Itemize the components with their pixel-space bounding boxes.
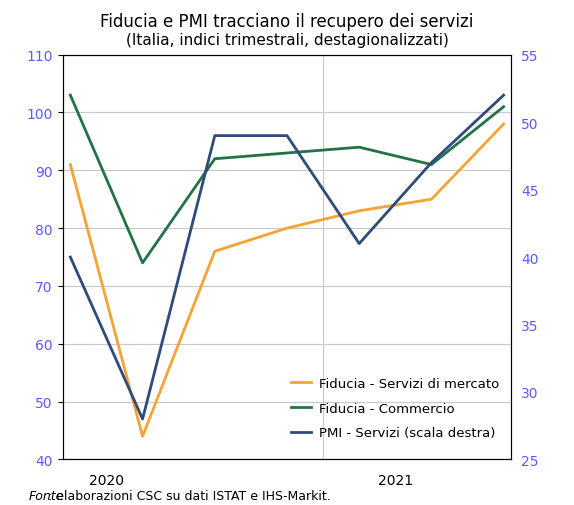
Text: (Italia, indici trimestrali, destagionalizzati): (Italia, indici trimestrali, destagional…: [126, 33, 448, 48]
Text: Fonte: Fonte: [29, 489, 64, 502]
Text: Fiducia e PMI tracciano il recupero dei servizi: Fiducia e PMI tracciano il recupero dei …: [100, 13, 474, 31]
Legend: Fiducia - Servizi di mercato, Fiducia - Commercio, PMI - Servizi (scala destra): Fiducia - Servizi di mercato, Fiducia - …: [286, 372, 505, 445]
Text: : elaborazioni CSC su dati ISTAT e IHS-Markit.: : elaborazioni CSC su dati ISTAT e IHS-M…: [48, 489, 331, 502]
